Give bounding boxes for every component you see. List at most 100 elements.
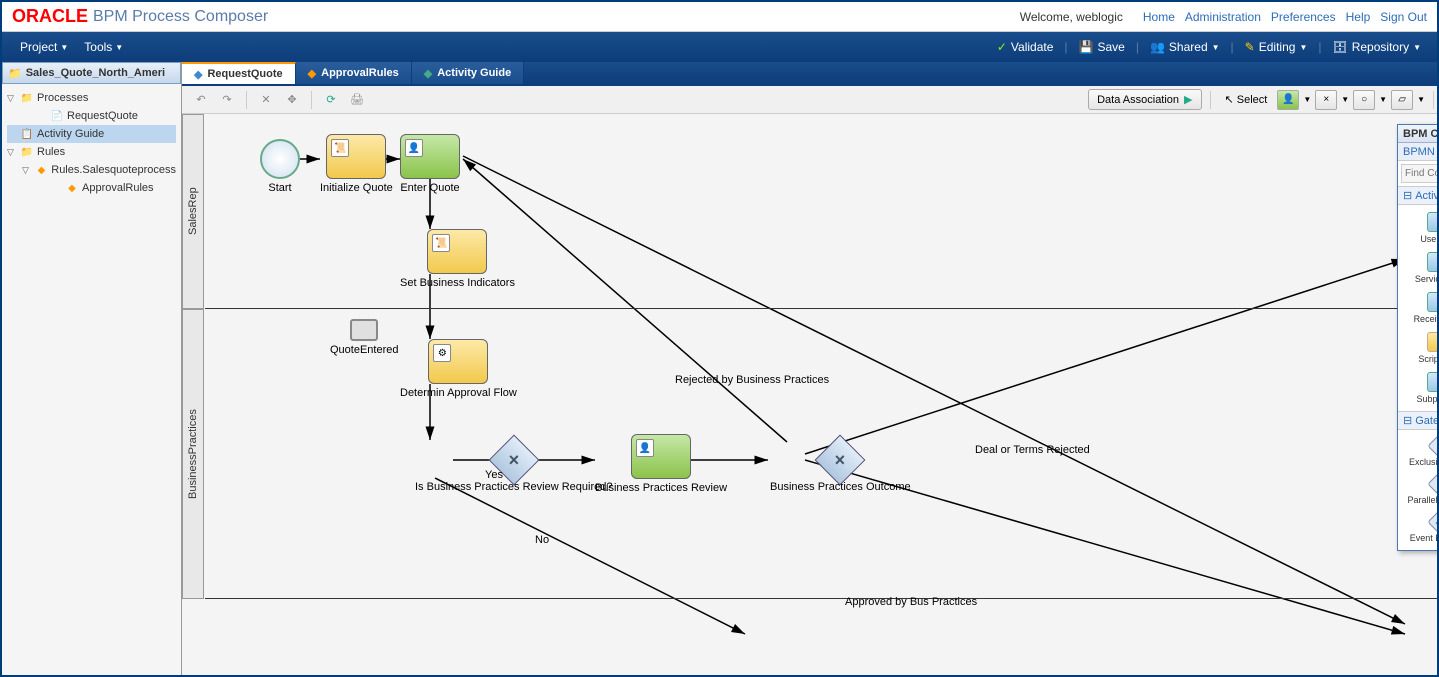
dropdown-icon[interactable]: ▼ xyxy=(1379,95,1387,104)
tree-toggle-icon[interactable]: ▽ xyxy=(22,165,32,176)
print-icon[interactable]: 🖨 xyxy=(346,89,368,111)
artifact-palette-button[interactable]: ▱ xyxy=(1391,90,1413,110)
toolbar-editing[interactable]: ✎ Editing ▼ xyxy=(1239,38,1314,56)
toolbar-validate[interactable]: ✓ Validate xyxy=(991,38,1060,56)
component-parallel-gatew---[interactable]: +Parallel Gatew... xyxy=(1402,472,1437,508)
toolbar-shared[interactable]: 👥 Shared ▼ xyxy=(1144,38,1226,56)
tree-label: RequestQuote xyxy=(67,110,138,122)
component-script-task[interactable]: Script Task xyxy=(1402,329,1437,367)
bpmn-canvas[interactable]: SalesRepBusinessPractices Start 📜Initializ… xyxy=(182,114,1437,675)
dropdown-icon[interactable]: ▼ xyxy=(1341,95,1349,104)
undo-icon[interactable]: ↶ xyxy=(190,89,212,111)
component-receive-task[interactable]: Receive Task xyxy=(1402,289,1437,327)
components-subtitle-label: BPMN Flow Objects xyxy=(1403,146,1437,158)
node-label: Set Business Indicators xyxy=(400,277,515,289)
edge-label: Rejected by Business Practices xyxy=(675,374,829,386)
header-link-preferences[interactable]: Preferences xyxy=(1271,10,1336,24)
tab-label: ApprovalRules xyxy=(321,67,399,79)
swimlane-salesrep[interactable]: SalesRep xyxy=(182,114,204,309)
redo-icon[interactable]: ↷ xyxy=(216,89,238,111)
component-exclusive-gat---[interactable]: ×Exclusive Gat... xyxy=(1402,434,1437,470)
activity-icon xyxy=(1427,252,1437,272)
refresh-icon[interactable]: ⟳ xyxy=(320,89,342,111)
component-user-task[interactable]: User Task xyxy=(1402,209,1437,247)
bpmn-node-daf[interactable]: ⚙Determin Approval Flow xyxy=(400,339,517,399)
delete-icon[interactable]: ✕ xyxy=(255,89,277,111)
component-service-task[interactable]: Service Task xyxy=(1402,249,1437,287)
select-tool[interactable]: ↖ Select xyxy=(1219,91,1274,108)
separator xyxy=(1433,91,1434,109)
swimlane-businesspractices[interactable]: BusinessPractices xyxy=(182,309,204,599)
header-link-help[interactable]: Help xyxy=(1346,10,1371,24)
gateway-palette-button[interactable]: × xyxy=(1315,90,1337,110)
bpmn-node-init[interactable]: 📜Initialize Quote xyxy=(320,134,393,194)
tree-label: Rules xyxy=(37,146,65,158)
dropdown-icon[interactable]: ▼ xyxy=(1417,95,1425,104)
start-event-icon xyxy=(260,139,300,179)
component-label: Service Task xyxy=(1415,274,1437,284)
tree-label: ApprovalRules xyxy=(82,182,154,194)
process-icon: ◆ xyxy=(194,68,202,81)
activity-icon xyxy=(1427,212,1437,232)
header-link-home[interactable]: Home xyxy=(1143,10,1175,24)
bpmn-node-enter[interactable]: 👤Enter Quote xyxy=(400,134,460,194)
header-link-administration[interactable]: Administration xyxy=(1185,10,1261,24)
gateway-icon: × xyxy=(1428,433,1437,458)
tab-activity guide[interactable]: ◆Activity Guide xyxy=(412,62,524,84)
header-link-sign-out[interactable]: Sign Out xyxy=(1380,10,1427,24)
editing-icon: ✎ xyxy=(1245,40,1255,54)
separator xyxy=(1210,91,1211,109)
component-label: Receive Task xyxy=(1414,314,1437,324)
component-event-based----[interactable]: ◇Event Based ... xyxy=(1402,510,1437,546)
tab-approvalrules[interactable]: ◆ ApprovalRules xyxy=(296,62,412,84)
data-association-button[interactable]: Data Association ▶ xyxy=(1088,89,1201,110)
components-panel[interactable]: BPM Components - BPMN Flow Objects ▶ ⊗ ⊟… xyxy=(1397,124,1437,551)
menu-project[interactable]: Project ▼ xyxy=(12,40,76,54)
component-label: Event Based ... xyxy=(1410,533,1437,543)
components-title-label: BPM Components xyxy=(1403,128,1437,140)
project-icon: 📁 xyxy=(8,67,22,80)
tree-item-processes[interactable]: ▽📁Processes xyxy=(7,89,176,107)
component-group-activities[interactable]: ⊟ Activities xyxy=(1398,186,1437,205)
bpmn-node-gw1[interactable]: ×Is Business Practices Review Required? xyxy=(415,442,612,493)
dropdown-icon[interactable]: ▼ xyxy=(1303,95,1311,104)
bpmn-node-qe[interactable]: QuoteEntered xyxy=(330,319,399,356)
components-panel-title: BPM Components - xyxy=(1398,125,1437,143)
components-subtitle[interactable]: BPMN Flow Objects ▶ xyxy=(1398,143,1437,161)
event-palette-button[interactable]: ○ xyxy=(1353,90,1375,110)
content: ◆RequestQuote◆ApprovalRules◆Activity Gui… xyxy=(182,62,1437,675)
component-grid: User TaskManual TaskService TaskSend Tas… xyxy=(1398,205,1437,411)
component-group-gateways[interactable]: ⊟ Gateways xyxy=(1398,411,1437,430)
toolbar-save[interactable]: 💾 Save xyxy=(1073,38,1131,56)
move-icon[interactable]: ✥ xyxy=(281,89,303,111)
tree-item-activity-guide[interactable]: 📋Activity Guide xyxy=(7,125,176,143)
edge-label: Deal or Terms Rejected xyxy=(975,444,1090,456)
user-task-icon: 👤 xyxy=(400,134,460,179)
folder-icon: 📁 xyxy=(20,91,34,105)
toolbar-repository[interactable]: 🗄 Repository ▼ xyxy=(1326,38,1427,56)
bpmn-node-sbi[interactable]: 📜Set Business Indicators xyxy=(400,229,515,289)
component-label: Parallel Gatew... xyxy=(1407,495,1437,505)
component-subprocess[interactable]: Subprocess xyxy=(1402,369,1437,407)
tree-toggle-icon[interactable]: ▽ xyxy=(7,93,17,104)
rules-icon: ◆ xyxy=(308,67,316,80)
tree-item-rules-salesquoteprocess[interactable]: ▽◆Rules.Salesquoteprocess xyxy=(7,161,176,179)
bpmn-node-start[interactable]: Start xyxy=(260,139,300,194)
canvas-wrap[interactable]: SalesRepBusinessPractices Start 📜Initializ… xyxy=(182,114,1437,675)
find-component-input[interactable] xyxy=(1401,164,1437,183)
edge-label: Approved by Bus Practices xyxy=(845,596,977,608)
guide-icon: 📋 xyxy=(20,127,34,141)
tree-item-rules[interactable]: ▽📁Rules xyxy=(7,143,176,161)
bpmn-node-bpr[interactable]: 👤Business Practices Review xyxy=(595,434,727,494)
node-label: Business Practices Review xyxy=(595,482,727,494)
tree-item-approvalrules[interactable]: ◆ApprovalRules xyxy=(7,179,176,197)
menu-tools[interactable]: Tools ▼ xyxy=(76,40,131,54)
project-name-header[interactable]: 📁 Sales_Quote_North_Ameri xyxy=(2,62,181,84)
sidebar: 📁 Sales_Quote_North_Ameri ▽📁Processes📄Re… xyxy=(2,62,182,675)
bpmn-node-gw2[interactable]: ×Business Practices Outcome xyxy=(770,442,911,493)
task-palette-button[interactable]: 👤 xyxy=(1277,90,1299,110)
tab-requestquote[interactable]: ◆RequestQuote xyxy=(182,62,296,84)
editor-toolbar: ↶ ↷ ✕ ✥ ⟳ 🖨 Data Association ▶ ↖ Select xyxy=(182,86,1437,114)
tree-item-requestquote[interactable]: 📄RequestQuote xyxy=(7,107,176,125)
tree-toggle-icon[interactable]: ▽ xyxy=(7,147,17,158)
